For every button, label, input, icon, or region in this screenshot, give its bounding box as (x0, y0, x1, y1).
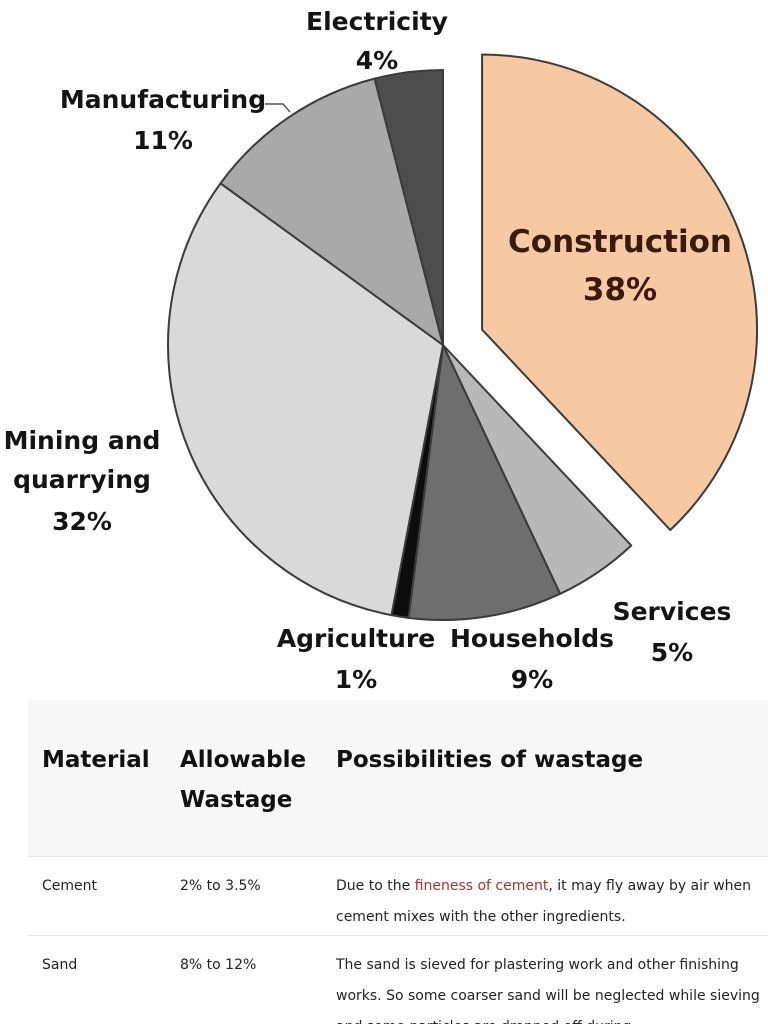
slice-label-households: Households 9% (450, 624, 614, 694)
cell-material: Sand (28, 935, 166, 1024)
pie-chart-svg: Construction 38% Services 5% Households 9% Agr… (4, 7, 758, 694)
cell-material: Cement (28, 856, 166, 936)
pie-slice-mining-and-quarrying (167, 182, 444, 617)
slice-label-services: Services 5% (613, 597, 732, 667)
slice-name-label: Households (450, 624, 614, 653)
table-row: Sand 8% to 12% The sand is sieved for pl… (28, 935, 768, 1024)
slice-name-label: Services (613, 597, 732, 626)
cell-allowable: 8% to 12% (166, 935, 322, 1024)
description-text: Due to the (336, 878, 415, 894)
slice-value-label: 9% (511, 665, 553, 694)
fineness-of-cement-link[interactable]: fineness of cement (414, 878, 549, 894)
cell-description: The sand is sieved for plastering work a… (322, 935, 768, 1024)
slice-label-construction: Construction 38% (508, 224, 732, 308)
manufacturing-leader-line (265, 103, 291, 113)
pie-slice-households (407, 344, 562, 621)
wastage-table: Material Allowable Wastage Possibilities… (28, 700, 768, 1024)
slice-name-label: Manufacturing (60, 85, 266, 114)
pie-slice-manufacturing (219, 77, 444, 346)
table-header-row: Material Allowable Wastage Possibilities… (28, 700, 768, 857)
slice-value-label: 11% (133, 126, 193, 155)
slice-label-agriculture: Agriculture 1% (277, 624, 435, 694)
table-row: Cement 2% to 3.5% Due to the fineness of… (28, 856, 768, 936)
cell-description: Due to the fineness of cement, it may fl… (322, 856, 768, 936)
pie-slice-construction (481, 53, 758, 532)
slice-value-label: 5% (651, 638, 693, 667)
pie-chart: Construction 38% Services 5% Households 9% Agr… (4, 7, 758, 694)
slice-label-manufacturing: Manufacturing 11% (60, 85, 266, 155)
slice-value-label: 4% (356, 46, 398, 75)
cell-allowable: 2% to 3.5% (166, 856, 322, 936)
header-allowable-wastage: Allowable Wastage (180, 747, 307, 813)
slice-value-label: 32% (52, 507, 112, 536)
header-possibilities-of-wastage: Possibilities of wastage (336, 747, 644, 773)
pie-slice-electricity (373, 69, 444, 346)
slice-name-label: Electricity (306, 7, 448, 36)
slice-value-label: 38% (583, 272, 657, 308)
slice-name-label: Agriculture (277, 624, 435, 653)
slice-name-label: Construction (508, 224, 732, 260)
header-material: Material (42, 747, 150, 773)
wastage-table-container: Material Allowable Wastage Possibilities… (28, 700, 768, 1024)
slice-label-electricity: Electricity 4% (306, 7, 448, 75)
slice-label-mining-and-quarrying: Mining and quarrying 32% (4, 426, 161, 536)
description-text: , it may fly away by air when cement mix… (336, 878, 752, 925)
description-text: The sand is sieved for plastering work a… (336, 957, 760, 1024)
slice-name-label: quarrying (13, 465, 151, 494)
slice-name-label: Mining and (4, 426, 161, 455)
slice-value-label: 1% (335, 665, 377, 694)
